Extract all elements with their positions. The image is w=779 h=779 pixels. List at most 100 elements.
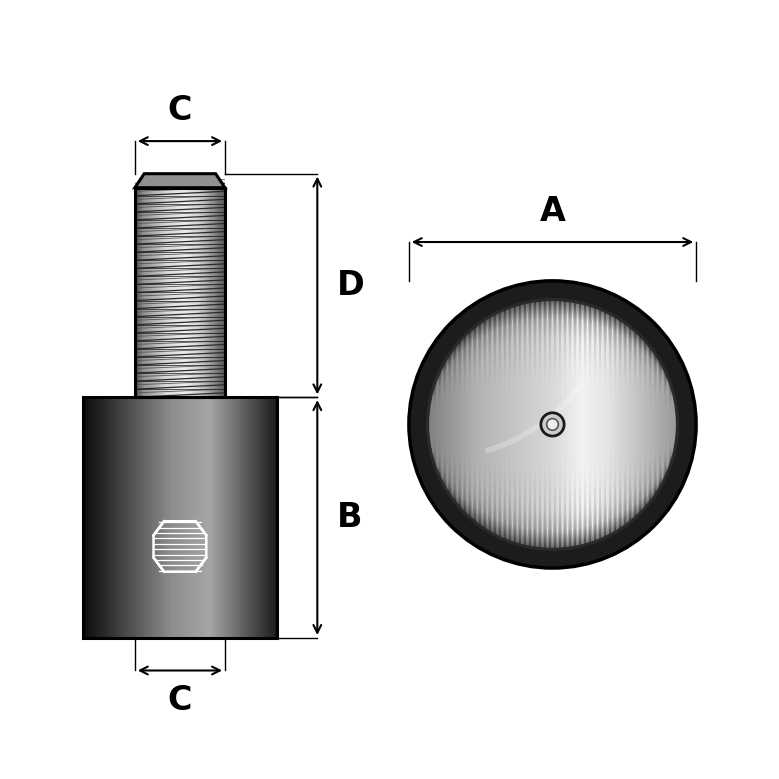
Ellipse shape (430, 394, 432, 455)
Bar (154, 188, 156, 397)
Ellipse shape (442, 363, 445, 486)
Ellipse shape (434, 382, 436, 467)
Ellipse shape (605, 312, 608, 538)
Ellipse shape (547, 300, 548, 549)
Bar (160, 397, 163, 638)
Bar (261, 397, 263, 638)
Ellipse shape (469, 330, 471, 518)
Ellipse shape (495, 313, 497, 536)
Bar (251, 397, 253, 638)
Bar (213, 188, 215, 397)
Ellipse shape (453, 348, 455, 501)
Ellipse shape (459, 340, 461, 509)
Ellipse shape (568, 301, 569, 548)
Bar (151, 397, 153, 638)
Bar (201, 188, 203, 397)
Ellipse shape (660, 363, 662, 486)
Bar (199, 397, 201, 638)
Ellipse shape (446, 357, 449, 492)
Bar (200, 188, 202, 397)
Ellipse shape (591, 306, 594, 543)
Bar (139, 397, 142, 638)
Bar (201, 397, 203, 638)
Ellipse shape (492, 315, 494, 534)
Ellipse shape (467, 333, 468, 516)
Ellipse shape (654, 353, 656, 496)
Bar (155, 188, 157, 397)
Ellipse shape (635, 332, 637, 517)
Ellipse shape (429, 400, 431, 449)
Bar (217, 397, 219, 638)
Bar (153, 188, 154, 397)
Ellipse shape (449, 353, 451, 496)
Bar (167, 188, 168, 397)
Ellipse shape (512, 306, 513, 543)
Bar (206, 188, 207, 397)
Ellipse shape (506, 308, 507, 541)
Ellipse shape (651, 350, 654, 499)
Bar (84, 397, 86, 638)
Ellipse shape (547, 418, 559, 430)
Ellipse shape (612, 315, 614, 534)
Ellipse shape (638, 334, 640, 515)
Bar (191, 188, 192, 397)
Bar (135, 188, 136, 397)
Ellipse shape (461, 338, 464, 511)
Bar (147, 188, 149, 397)
Bar (180, 397, 182, 638)
Ellipse shape (464, 335, 466, 513)
Text: D: D (337, 269, 365, 302)
Bar (185, 397, 187, 638)
Bar (118, 397, 121, 638)
Ellipse shape (516, 305, 519, 545)
Bar (272, 397, 274, 638)
Ellipse shape (585, 304, 587, 545)
Ellipse shape (562, 300, 563, 549)
Bar (178, 397, 180, 638)
Ellipse shape (537, 301, 538, 548)
Ellipse shape (454, 346, 456, 502)
Ellipse shape (673, 394, 675, 455)
Ellipse shape (574, 301, 576, 548)
Ellipse shape (448, 354, 449, 494)
Bar (256, 397, 258, 638)
Ellipse shape (653, 351, 654, 498)
Ellipse shape (665, 372, 667, 476)
Bar (132, 397, 133, 638)
Bar (249, 397, 252, 638)
Bar (164, 188, 166, 397)
Ellipse shape (580, 303, 582, 546)
Bar (210, 188, 212, 397)
Bar (224, 397, 226, 638)
Bar (125, 397, 127, 638)
Ellipse shape (483, 320, 485, 529)
Bar (172, 188, 174, 397)
Bar (235, 397, 237, 638)
Ellipse shape (594, 307, 596, 542)
Bar (214, 397, 216, 638)
Bar (175, 397, 177, 638)
Bar (183, 397, 185, 638)
Ellipse shape (493, 314, 495, 534)
Bar (175, 188, 177, 397)
Bar (173, 188, 174, 397)
Ellipse shape (498, 312, 500, 538)
Bar (133, 397, 135, 638)
Ellipse shape (609, 313, 611, 535)
Ellipse shape (444, 361, 446, 488)
Ellipse shape (435, 379, 437, 471)
Bar (223, 188, 224, 397)
Ellipse shape (639, 335, 641, 513)
Bar (245, 397, 247, 638)
Ellipse shape (666, 375, 668, 474)
Bar (91, 397, 93, 638)
Bar (167, 188, 169, 397)
Bar (159, 188, 160, 397)
Bar (246, 397, 249, 638)
Bar (108, 397, 109, 638)
Bar (205, 188, 206, 397)
Bar (182, 188, 184, 397)
Bar (157, 397, 159, 638)
Bar (211, 188, 213, 397)
Ellipse shape (608, 313, 610, 536)
